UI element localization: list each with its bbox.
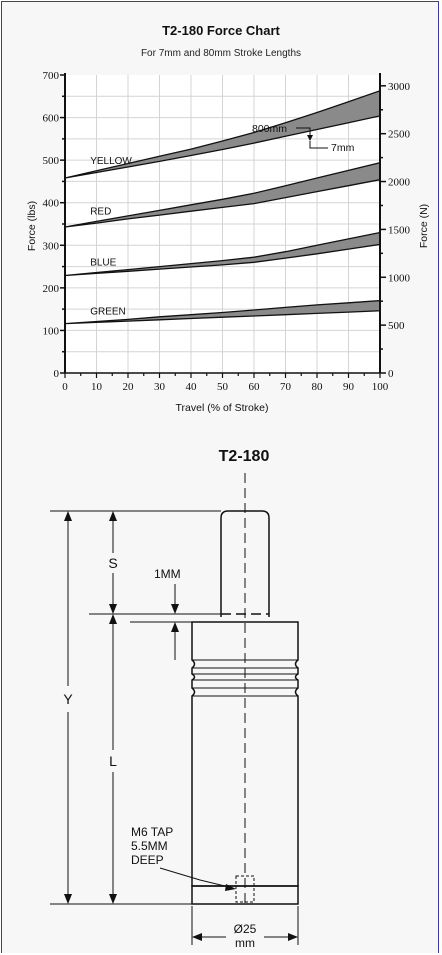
x-axis-label: Travel (% of Stroke) [176,402,269,414]
y-tick-label: 100 [43,325,60,337]
y-tick-label: 0 [54,368,60,380]
diameter-label: Ø25 [234,922,257,936]
y-axis-label: Force (lbs) [26,201,38,251]
x-tick-label: 20 [123,381,135,393]
y2-tick-label: 2500 [388,129,411,141]
y2-tick-label: 1000 [388,272,411,284]
y2-tick-label: 500 [388,320,405,332]
diameter-unit: mm [235,936,255,950]
x-tick-label: 70 [280,381,292,393]
y2-tick-label: 1500 [388,224,411,236]
diameter-arrow-left [192,933,202,941]
diameter-arrow-right [288,933,298,941]
x-tick-label: 90 [343,381,355,393]
gap-dimension-label: 1MM [154,567,181,581]
gap-arrow-bottom [171,622,179,632]
upper-leader-arrow [307,135,313,141]
x-tick-label: 100 [372,381,389,393]
chart-axes [60,73,386,378]
series-labels: YELLOW RED BLUE GREEN [90,156,132,318]
piston-rod [220,510,270,617]
s-dimension-label: S [108,555,117,571]
y-tick-label: 700 [43,70,60,82]
tick-labels: 0100200300400500600700050010001500200025… [43,70,411,393]
l-arrow-bottom [109,894,117,904]
cylinder-drawing: T2-180 Y S [50,448,299,950]
gap-arrow-top [171,604,179,614]
y-tick-label: 500 [43,155,60,167]
tap-note-line1: M6 TAP [131,825,173,839]
y-dimension-label: Y [63,691,73,707]
series-label-red: RED [90,206,111,217]
series-label-yellow: YELLOW [90,156,132,167]
y2-tick-label: 3000 [388,81,411,93]
tap-note-line2: 5.5MM [131,839,168,853]
x-tick-label: 40 [186,381,198,393]
stroke-annotations: 800mm 7mm [252,123,355,154]
y2-tick-label: 2000 [388,177,411,189]
y-arrow-bottom [64,894,72,904]
l-dimension-label: L [109,753,117,769]
s-arrow-bottom [109,604,117,614]
upper-leader-line [296,127,311,137]
tap-leader-arrow [225,884,236,891]
x-tick-label: 0 [62,381,68,393]
y2-tick-label: 0 [388,368,394,380]
drawing-title: T2-180 [219,448,270,465]
x-tick-label: 30 [154,381,166,393]
series-label-blue: BLUE [90,258,116,269]
lower-leader-line [309,141,328,149]
y-tick-label: 600 [43,113,60,125]
x-tick-label: 60 [249,381,261,393]
tap-leader-line [159,867,234,889]
x-tick-label: 10 [91,381,103,393]
l-arrow-top [109,614,117,624]
x-tick-label: 80 [312,381,324,393]
x-tick-label: 50 [217,381,229,393]
tap-note-line3: DEEP [131,853,164,867]
y-tick-label: 400 [43,198,60,210]
y-arrow-top [64,511,72,521]
y-tick-label: 300 [43,240,60,252]
y-tick-label: 200 [43,283,60,295]
base-plate [191,885,299,905]
lower-stroke-label: 7mm [331,142,355,154]
chart-title: T2-180 Force Chart [162,23,280,38]
y2-axis-label: Force (N) [418,204,430,248]
chart-subtitle: For 7mm and 80mm Stroke Lengths [141,48,301,59]
series-label-green: GREEN [90,306,126,317]
upper-stroke-label: 800mm [252,123,287,135]
s-arrow-top [109,511,117,521]
